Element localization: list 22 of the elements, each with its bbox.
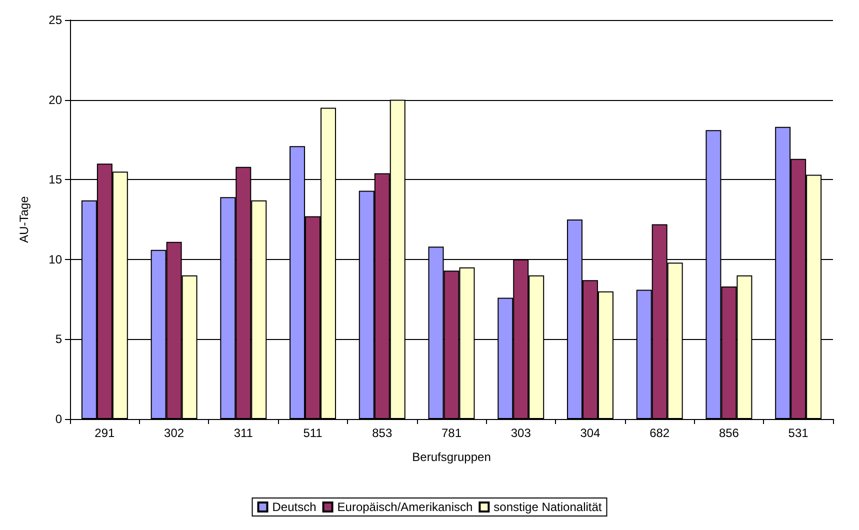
- legend-label: Europäisch/Amerikanisch: [337, 500, 473, 514]
- legend-label: Deutsch: [272, 500, 316, 514]
- y-tick-label: 20: [48, 92, 62, 107]
- x-axis-title: Berufsgruppen: [412, 450, 491, 464]
- y-tick-label: 0: [55, 412, 62, 426]
- x-tick-label: 302: [164, 426, 184, 440]
- y-tick-label: 5: [55, 332, 62, 346]
- x-tick-label: 291: [94, 426, 116, 440]
- y-tick-label: 25: [48, 13, 62, 27]
- legend-label: sonstige Nationalität: [494, 500, 602, 514]
- x-tick-label: 853: [372, 426, 392, 440]
- y-tick-label: 10: [48, 252, 62, 266]
- y-axis-title: AU-Tage: [17, 196, 31, 243]
- x-tick-label: 781: [441, 426, 462, 440]
- x-tick-label: 682: [650, 426, 670, 440]
- x-tick-label: 303: [510, 426, 532, 440]
- y-tick-label: 15: [48, 172, 62, 187]
- x-tick-label: 311: [234, 426, 254, 440]
- x-tick-label: 531: [788, 426, 809, 440]
- x-tick-label: 304: [580, 426, 601, 440]
- x-tick-label: 856: [718, 426, 740, 440]
- x-tick-label: 511: [303, 426, 323, 440]
